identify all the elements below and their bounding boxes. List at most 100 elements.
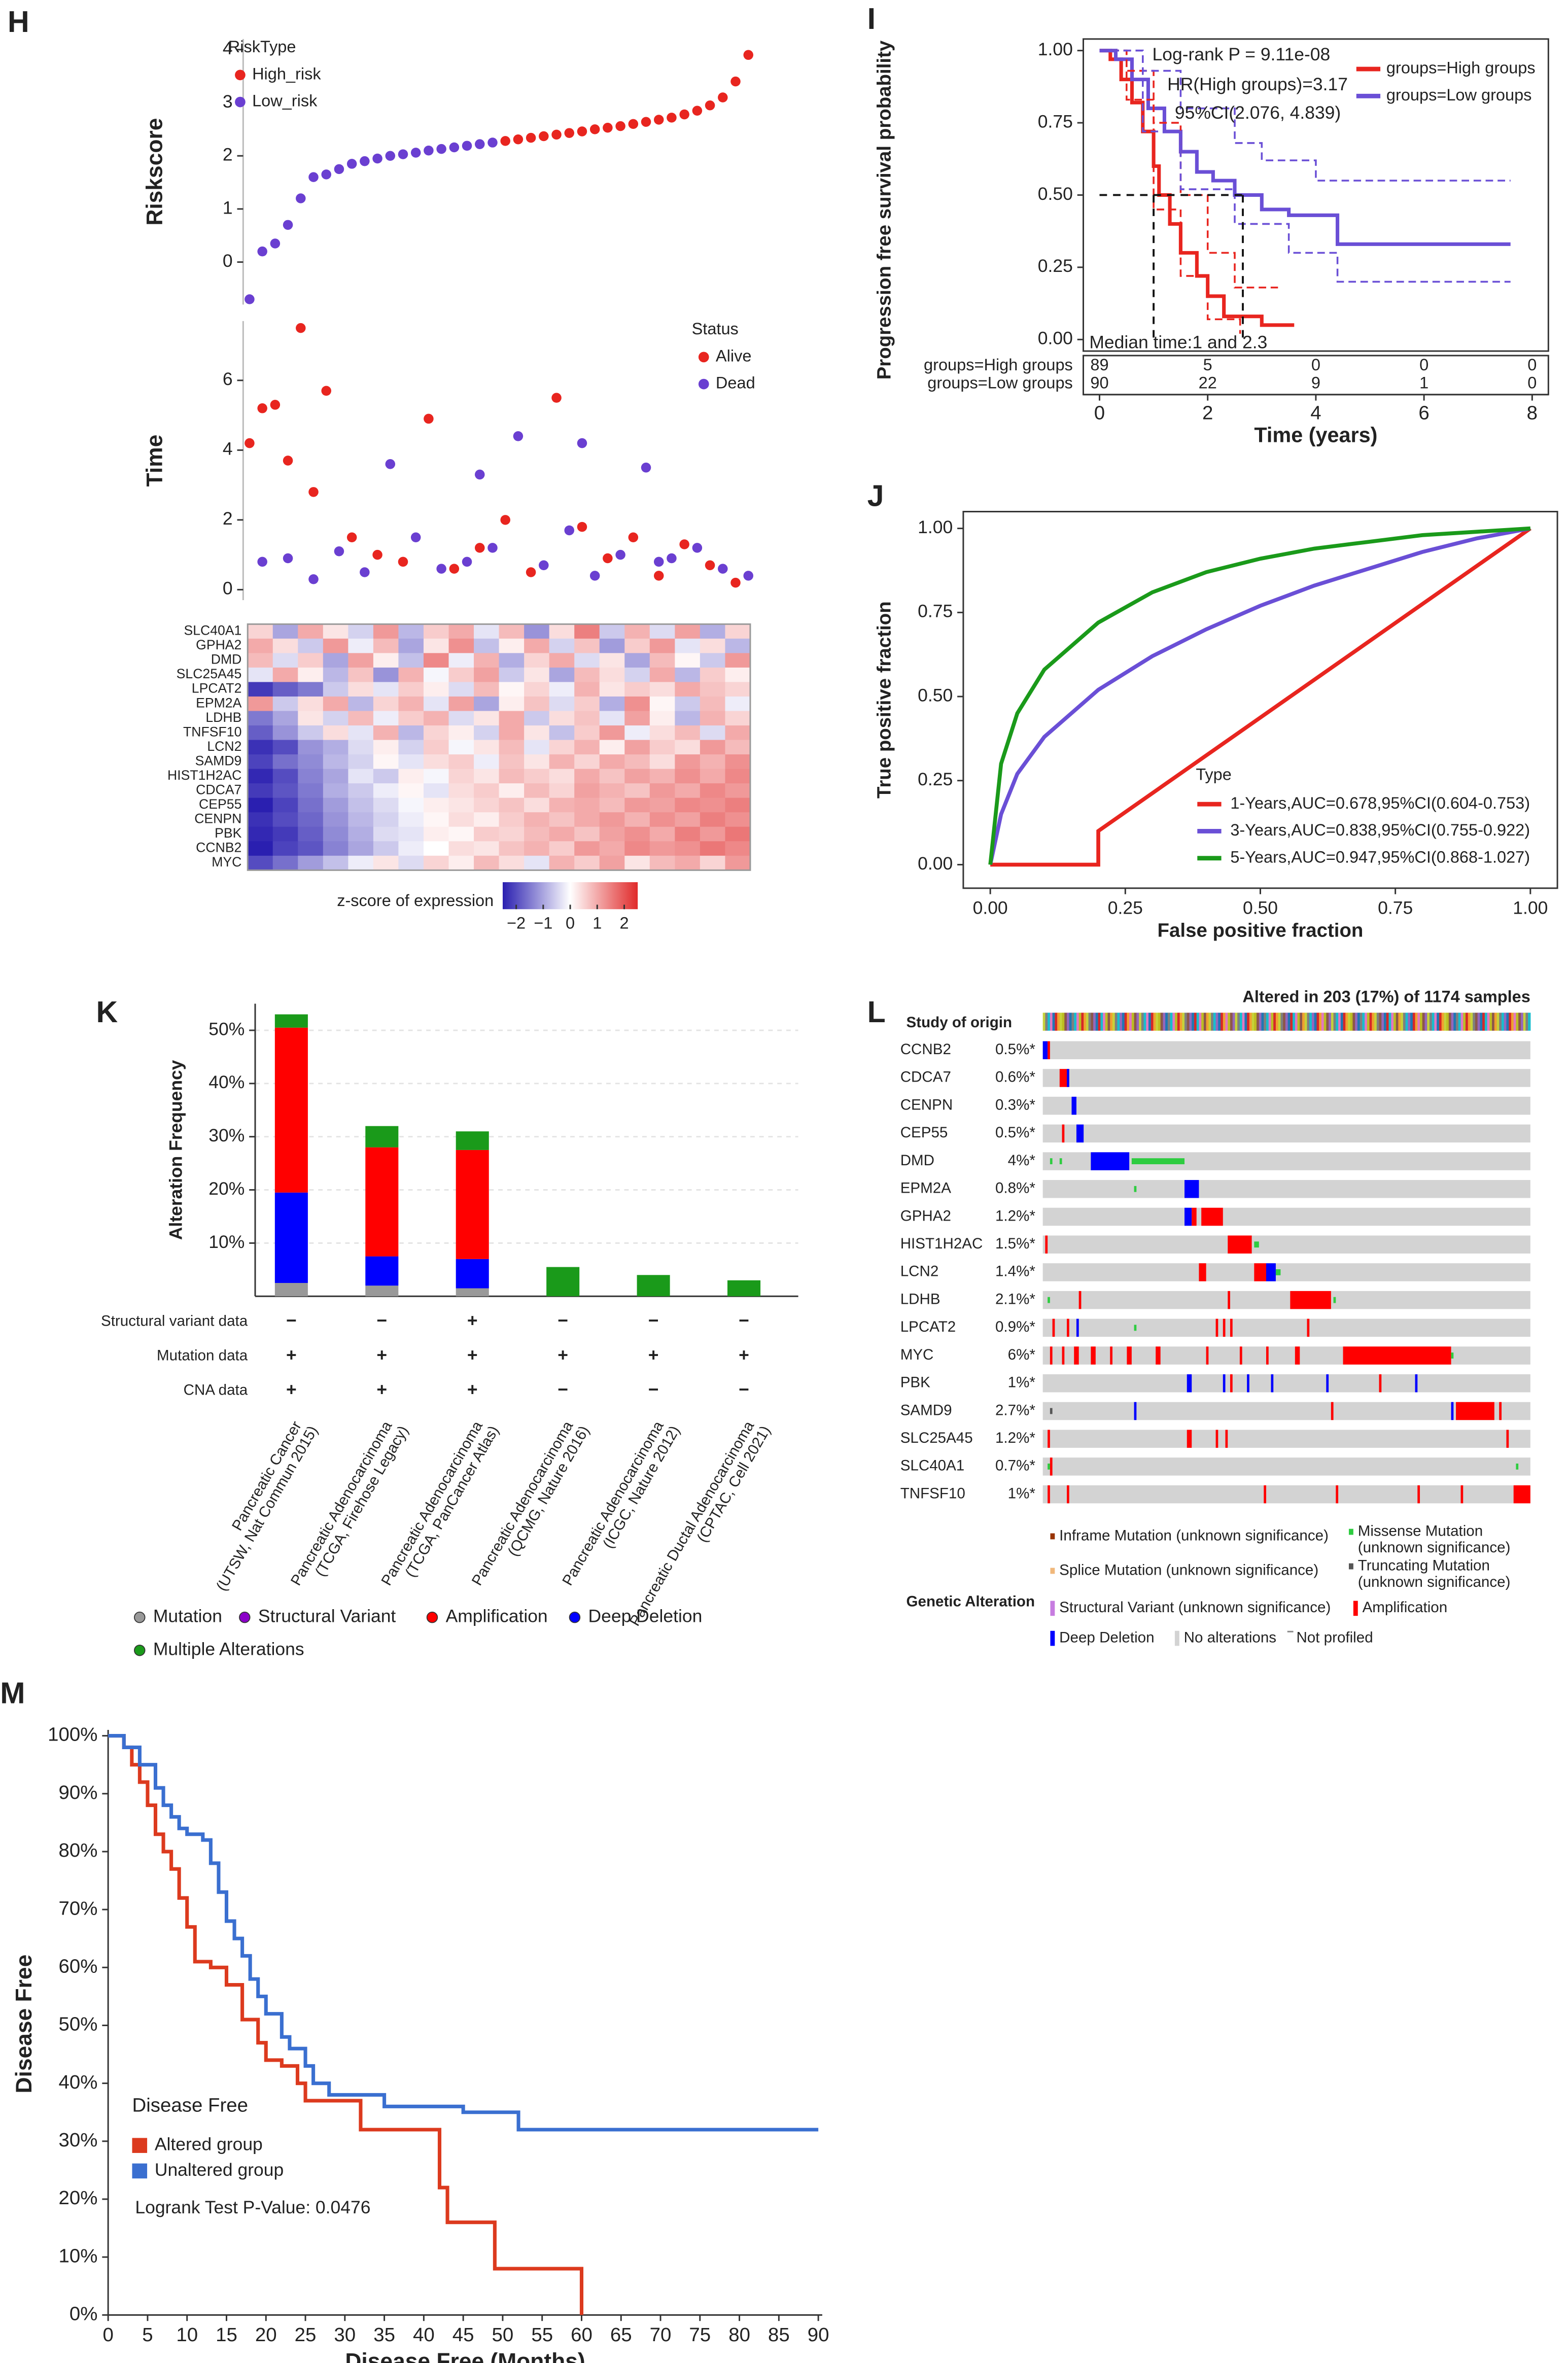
study-stripe — [1307, 1013, 1310, 1031]
study-stripe — [1424, 1013, 1427, 1031]
legend-title: Type — [1196, 766, 1232, 784]
bar-segment — [365, 1147, 399, 1257]
study-stripe — [1170, 1013, 1173, 1031]
point — [692, 543, 703, 553]
heat-cell — [423, 855, 449, 871]
heat-cell — [423, 783, 449, 798]
table-symbol: − — [739, 1379, 749, 1400]
heat-cell — [725, 812, 751, 827]
heat-cell — [423, 725, 449, 741]
study-stripe — [1114, 1013, 1118, 1031]
heat-cell — [499, 826, 525, 842]
heat-cell — [675, 653, 701, 668]
study-stripe — [1357, 1013, 1361, 1031]
x-tick-label: 80 — [728, 2324, 750, 2346]
point — [526, 567, 536, 577]
risk-table-label: groups=High groups — [924, 356, 1073, 374]
heat-cell — [323, 783, 349, 798]
y-axis-label: Time — [143, 435, 167, 487]
point — [705, 100, 715, 111]
heat-cell — [700, 841, 726, 856]
heat-cell — [248, 841, 273, 856]
study-stripe — [1393, 1013, 1397, 1031]
colorbar-tick-label: −1 — [534, 914, 552, 932]
bar-segment — [456, 1150, 489, 1259]
heat-cell — [448, 638, 474, 654]
study-stripe — [1134, 1013, 1137, 1031]
heat-cell — [499, 653, 525, 668]
legend-marker — [1287, 1630, 1294, 1632]
heat-cell — [423, 740, 449, 755]
study-stripe — [1275, 1013, 1279, 1031]
no-alteration-track — [1042, 1457, 1530, 1476]
study-stripe — [1376, 1013, 1380, 1031]
study-stripe — [1189, 1013, 1192, 1031]
heat-cell — [624, 812, 650, 827]
point — [743, 571, 753, 581]
study-stripe — [1311, 1013, 1315, 1031]
heat-cell — [675, 826, 701, 842]
heat-cell — [423, 754, 449, 770]
point — [385, 151, 396, 161]
study-stripe — [1403, 1013, 1406, 1031]
x-tick-label: 8 — [1527, 402, 1538, 424]
alteration — [1048, 1297, 1050, 1303]
heat-cell — [599, 783, 625, 798]
heat-cell — [248, 740, 273, 755]
table-symbol: − — [557, 1379, 568, 1400]
point — [462, 557, 472, 567]
alteration — [1247, 1374, 1249, 1393]
row-label: SAMD9 — [195, 753, 242, 768]
heat-cell — [272, 667, 299, 683]
heat-cell — [499, 740, 525, 755]
heat-cell — [348, 783, 374, 798]
legend-marker — [1348, 1528, 1353, 1535]
alteration — [1266, 1346, 1269, 1365]
heat-cell — [599, 624, 625, 639]
alteration — [1271, 1374, 1274, 1393]
bar-segment — [456, 1259, 489, 1289]
study-stripe — [1489, 1013, 1492, 1031]
study-stripe — [1175, 1013, 1178, 1031]
study-stripe — [1369, 1013, 1372, 1031]
alteration — [1513, 1485, 1530, 1504]
annotation: Log-rank P = 9.11e-08 — [1153, 44, 1331, 64]
alteration — [1199, 1263, 1206, 1281]
x-tick-label: 40 — [413, 2324, 435, 2346]
heat-cell — [448, 855, 474, 871]
point — [500, 515, 510, 525]
study-stripe — [1432, 1013, 1435, 1031]
heat-cell — [398, 725, 424, 741]
point — [589, 571, 600, 581]
legend-label: Dead — [716, 374, 755, 392]
study-stripe — [1480, 1013, 1483, 1031]
heat-cell — [599, 740, 625, 755]
study-stripe — [1122, 1013, 1125, 1031]
point — [462, 141, 472, 151]
alteration — [1451, 1402, 1454, 1420]
legend-marker — [1353, 1601, 1358, 1616]
row-label: TNFSF10 — [183, 724, 241, 739]
study-stripe — [1225, 1013, 1228, 1031]
point — [628, 119, 639, 129]
study-stripe — [1482, 1013, 1485, 1031]
x-tick-label: 0 — [1094, 402, 1105, 424]
heat-cell — [373, 783, 399, 798]
heat-cell — [549, 797, 575, 813]
gene-pct: 1.4%* — [995, 1263, 1035, 1280]
heat-cell — [298, 826, 324, 842]
alteration — [1134, 1186, 1137, 1192]
heat-cell — [474, 696, 500, 712]
y-tick-label: 3 — [223, 91, 233, 112]
heat-cell — [700, 769, 726, 784]
study-stripe — [1504, 1013, 1507, 1031]
study-stripe — [1453, 1013, 1456, 1031]
heat-cell — [499, 624, 525, 639]
study-stripe — [1163, 1013, 1166, 1031]
heat-cell — [524, 696, 550, 712]
heat-cell — [624, 783, 650, 798]
legend-marker — [239, 1611, 251, 1623]
alteration — [1131, 1158, 1185, 1164]
study-stripe — [1473, 1013, 1476, 1031]
heat-cell — [348, 826, 374, 842]
